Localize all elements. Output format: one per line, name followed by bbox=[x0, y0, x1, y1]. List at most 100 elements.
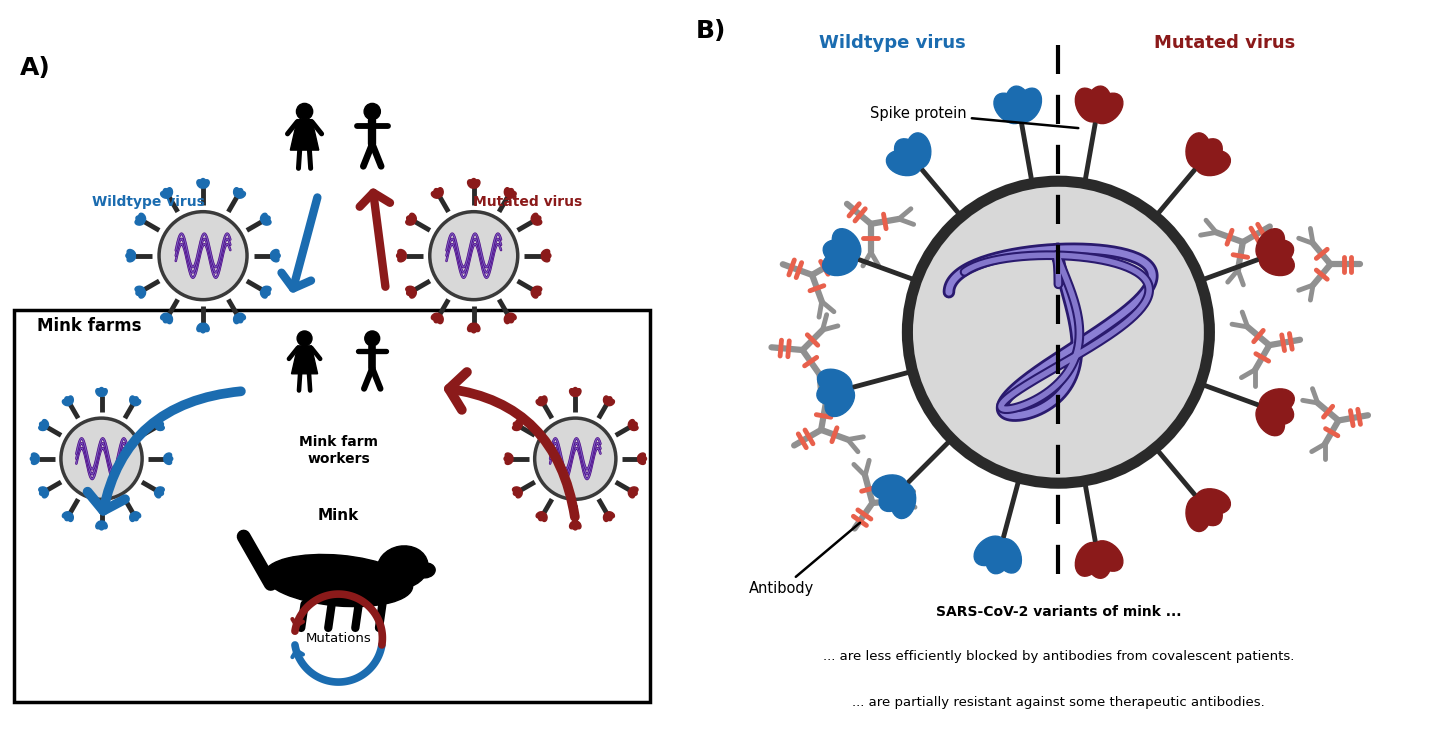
Ellipse shape bbox=[1256, 229, 1284, 261]
Ellipse shape bbox=[163, 189, 170, 197]
Ellipse shape bbox=[65, 397, 72, 405]
Ellipse shape bbox=[1192, 495, 1223, 525]
Ellipse shape bbox=[572, 522, 579, 530]
Ellipse shape bbox=[1086, 86, 1112, 122]
Ellipse shape bbox=[1259, 399, 1293, 424]
Ellipse shape bbox=[516, 420, 523, 427]
Ellipse shape bbox=[468, 180, 475, 188]
Ellipse shape bbox=[164, 456, 173, 461]
Ellipse shape bbox=[536, 399, 544, 405]
Ellipse shape bbox=[261, 289, 268, 298]
Ellipse shape bbox=[135, 288, 144, 295]
Ellipse shape bbox=[262, 216, 271, 223]
Ellipse shape bbox=[1086, 543, 1112, 578]
Ellipse shape bbox=[138, 213, 145, 222]
Ellipse shape bbox=[606, 512, 615, 518]
Ellipse shape bbox=[505, 453, 513, 460]
Ellipse shape bbox=[432, 313, 441, 320]
Ellipse shape bbox=[154, 420, 161, 427]
Ellipse shape bbox=[533, 288, 541, 295]
Ellipse shape bbox=[406, 286, 415, 292]
Ellipse shape bbox=[824, 240, 858, 266]
Ellipse shape bbox=[156, 487, 164, 493]
Ellipse shape bbox=[472, 323, 480, 331]
Ellipse shape bbox=[513, 422, 521, 429]
Text: Spike protein: Spike protein bbox=[870, 106, 1079, 128]
Ellipse shape bbox=[164, 458, 171, 464]
Ellipse shape bbox=[539, 513, 546, 521]
Circle shape bbox=[429, 211, 518, 300]
Ellipse shape bbox=[135, 219, 144, 225]
Ellipse shape bbox=[575, 521, 580, 528]
Ellipse shape bbox=[65, 513, 72, 521]
Ellipse shape bbox=[570, 521, 576, 528]
Ellipse shape bbox=[994, 93, 1024, 124]
Ellipse shape bbox=[513, 487, 521, 493]
Ellipse shape bbox=[605, 397, 612, 405]
Ellipse shape bbox=[262, 286, 271, 292]
Ellipse shape bbox=[68, 513, 73, 522]
Ellipse shape bbox=[62, 512, 71, 518]
Text: SARS-CoV-2 variants of mink ...: SARS-CoV-2 variants of mink ... bbox=[936, 605, 1181, 618]
Ellipse shape bbox=[406, 288, 415, 295]
Ellipse shape bbox=[531, 289, 539, 298]
Ellipse shape bbox=[541, 513, 547, 522]
Ellipse shape bbox=[536, 512, 544, 518]
Ellipse shape bbox=[513, 489, 521, 495]
Ellipse shape bbox=[436, 188, 444, 197]
Ellipse shape bbox=[628, 420, 635, 427]
Ellipse shape bbox=[131, 513, 138, 521]
Ellipse shape bbox=[605, 513, 612, 521]
Circle shape bbox=[534, 418, 616, 499]
Ellipse shape bbox=[468, 323, 475, 331]
Ellipse shape bbox=[995, 538, 1021, 573]
Ellipse shape bbox=[507, 189, 514, 197]
Ellipse shape bbox=[42, 490, 49, 498]
Ellipse shape bbox=[433, 314, 441, 323]
Ellipse shape bbox=[261, 213, 268, 222]
Ellipse shape bbox=[131, 397, 138, 405]
Ellipse shape bbox=[130, 513, 135, 522]
Ellipse shape bbox=[832, 229, 861, 261]
Text: Antibody: Antibody bbox=[749, 522, 860, 596]
Ellipse shape bbox=[271, 252, 281, 259]
Ellipse shape bbox=[156, 489, 164, 495]
Ellipse shape bbox=[1187, 496, 1211, 532]
Ellipse shape bbox=[200, 178, 206, 188]
Ellipse shape bbox=[504, 456, 513, 461]
Ellipse shape bbox=[125, 252, 135, 259]
Ellipse shape bbox=[541, 396, 547, 405]
Ellipse shape bbox=[541, 254, 550, 262]
Ellipse shape bbox=[516, 490, 523, 498]
Ellipse shape bbox=[629, 424, 638, 430]
Ellipse shape bbox=[507, 191, 516, 199]
Circle shape bbox=[297, 331, 312, 346]
Ellipse shape bbox=[39, 422, 48, 429]
Ellipse shape bbox=[271, 249, 279, 257]
Ellipse shape bbox=[1192, 139, 1223, 170]
Ellipse shape bbox=[96, 389, 102, 396]
Ellipse shape bbox=[541, 249, 550, 257]
Ellipse shape bbox=[471, 178, 477, 188]
Ellipse shape bbox=[541, 252, 552, 259]
Circle shape bbox=[158, 211, 248, 300]
Text: Wildtype virus: Wildtype virus bbox=[92, 195, 206, 208]
Ellipse shape bbox=[161, 313, 170, 320]
Ellipse shape bbox=[397, 254, 406, 262]
Ellipse shape bbox=[1093, 93, 1123, 124]
Ellipse shape bbox=[873, 475, 907, 500]
Ellipse shape bbox=[638, 453, 645, 460]
Ellipse shape bbox=[127, 249, 135, 257]
Ellipse shape bbox=[1015, 88, 1041, 122]
Ellipse shape bbox=[472, 180, 480, 188]
Text: Mink: Mink bbox=[318, 508, 359, 523]
Ellipse shape bbox=[164, 453, 171, 460]
Ellipse shape bbox=[42, 420, 49, 427]
Ellipse shape bbox=[504, 188, 511, 197]
Text: Mutated virus: Mutated virus bbox=[1153, 34, 1295, 52]
Ellipse shape bbox=[629, 489, 638, 495]
Text: ... are partially resistant against some therapeutic antibodies.: ... are partially resistant against some… bbox=[852, 695, 1264, 709]
Ellipse shape bbox=[887, 150, 922, 176]
Ellipse shape bbox=[533, 219, 541, 225]
Ellipse shape bbox=[894, 139, 924, 170]
